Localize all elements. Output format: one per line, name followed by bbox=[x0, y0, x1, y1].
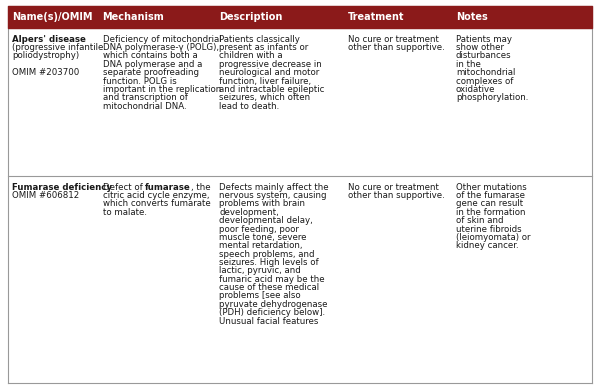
Text: problems [see also: problems [see also bbox=[220, 291, 301, 300]
Text: complexes of: complexes of bbox=[456, 77, 513, 86]
Text: phosphorylation.: phosphorylation. bbox=[456, 93, 528, 102]
Text: development,: development, bbox=[220, 208, 279, 217]
Text: neurological and motor: neurological and motor bbox=[220, 68, 320, 77]
Text: Patients classically: Patients classically bbox=[220, 35, 300, 44]
Text: DNA polymerase and a: DNA polymerase and a bbox=[103, 60, 202, 69]
Text: pyruvate dehydrogenase: pyruvate dehydrogenase bbox=[220, 300, 328, 309]
Text: Treatment: Treatment bbox=[348, 12, 404, 22]
Text: which contains both a: which contains both a bbox=[103, 51, 197, 60]
Text: Name(s)/OMIM: Name(s)/OMIM bbox=[12, 12, 92, 22]
Text: other than supportive.: other than supportive. bbox=[348, 43, 445, 52]
Text: in the formation: in the formation bbox=[456, 208, 526, 217]
Text: and transcription of: and transcription of bbox=[103, 93, 187, 102]
Text: problems with brain: problems with brain bbox=[220, 200, 305, 209]
Text: poor feeding, poor: poor feeding, poor bbox=[220, 224, 299, 233]
Text: Other mutations: Other mutations bbox=[456, 183, 527, 192]
Text: uterine fibroids: uterine fibroids bbox=[456, 224, 521, 233]
Text: separate proofreading: separate proofreading bbox=[103, 68, 199, 77]
Text: mitochondrial: mitochondrial bbox=[456, 68, 515, 77]
Bar bbox=[8, 176, 592, 383]
Text: speech problems, and: speech problems, and bbox=[220, 250, 315, 259]
Text: (leiomyomata) or: (leiomyomata) or bbox=[456, 233, 530, 242]
Text: developmental delay,: developmental delay, bbox=[220, 216, 313, 225]
Text: of skin and: of skin and bbox=[456, 216, 503, 225]
Text: (PDH) deficiency below].: (PDH) deficiency below]. bbox=[220, 308, 325, 317]
Text: progressive decrease in: progressive decrease in bbox=[220, 60, 322, 69]
Text: Alpers' disease: Alpers' disease bbox=[12, 35, 86, 44]
Text: muscle tone, severe: muscle tone, severe bbox=[220, 233, 307, 242]
Text: cause of these medical: cause of these medical bbox=[220, 283, 319, 292]
Text: Fumarase deficiency: Fumarase deficiency bbox=[12, 183, 112, 192]
Text: important in the replication: important in the replication bbox=[103, 85, 221, 94]
Text: Description: Description bbox=[220, 12, 283, 22]
Text: Unusual facial features: Unusual facial features bbox=[220, 317, 319, 326]
Bar bbox=[8, 28, 592, 176]
Text: fumaric acid may be the: fumaric acid may be the bbox=[220, 275, 325, 284]
Text: mitochondrial DNA.: mitochondrial DNA. bbox=[103, 102, 186, 110]
Text: lactic, pyruvic, and: lactic, pyruvic, and bbox=[220, 266, 301, 275]
Text: of the fumarase: of the fumarase bbox=[456, 191, 525, 200]
Text: Notes: Notes bbox=[456, 12, 488, 22]
Text: present as infants or: present as infants or bbox=[220, 43, 308, 52]
Text: Defects mainly affect the: Defects mainly affect the bbox=[220, 183, 329, 192]
Text: (progressive infantile: (progressive infantile bbox=[12, 43, 103, 52]
Text: disturbances: disturbances bbox=[456, 51, 511, 60]
Text: gene can result: gene can result bbox=[456, 200, 523, 209]
Text: function. POLG is: function. POLG is bbox=[103, 77, 176, 86]
Text: mental retardation,: mental retardation, bbox=[220, 241, 303, 250]
Text: seizures, which often: seizures, which often bbox=[220, 93, 310, 102]
Text: Deficiency of mitochondrial: Deficiency of mitochondrial bbox=[103, 35, 221, 44]
Text: Defect of: Defect of bbox=[103, 183, 145, 192]
Text: No cure or treatment: No cure or treatment bbox=[348, 183, 439, 192]
Text: function, liver failure,: function, liver failure, bbox=[220, 77, 311, 86]
Text: fumarase: fumarase bbox=[145, 183, 191, 192]
Text: Mechanism: Mechanism bbox=[103, 12, 164, 22]
Text: which converts fumarate: which converts fumarate bbox=[103, 200, 210, 209]
Bar bbox=[8, 6, 592, 28]
Text: kidney cancer.: kidney cancer. bbox=[456, 241, 518, 250]
Text: other than supportive.: other than supportive. bbox=[348, 191, 445, 200]
Text: nervous system, causing: nervous system, causing bbox=[220, 191, 327, 200]
Text: citric acid cycle enzyme,: citric acid cycle enzyme, bbox=[103, 191, 209, 200]
Text: show other: show other bbox=[456, 43, 504, 52]
Text: OMIM #203700: OMIM #203700 bbox=[12, 68, 79, 77]
Text: , the: , the bbox=[191, 183, 211, 192]
Text: No cure or treatment: No cure or treatment bbox=[348, 35, 439, 44]
Text: to malate.: to malate. bbox=[103, 208, 146, 217]
Text: Patients may: Patients may bbox=[456, 35, 512, 44]
Text: poliodystrophy): poliodystrophy) bbox=[12, 51, 79, 60]
Text: and intractable epileptic: and intractable epileptic bbox=[220, 85, 325, 94]
Text: children with a: children with a bbox=[220, 51, 283, 60]
Text: lead to death.: lead to death. bbox=[220, 102, 280, 110]
Text: OMIM #606812: OMIM #606812 bbox=[12, 191, 79, 200]
Text: DNA polymerase-γ (POLG),: DNA polymerase-γ (POLG), bbox=[103, 43, 218, 52]
Text: seizures. High levels of: seizures. High levels of bbox=[220, 258, 319, 267]
Text: in the: in the bbox=[456, 60, 481, 69]
Text: oxidative: oxidative bbox=[456, 85, 496, 94]
